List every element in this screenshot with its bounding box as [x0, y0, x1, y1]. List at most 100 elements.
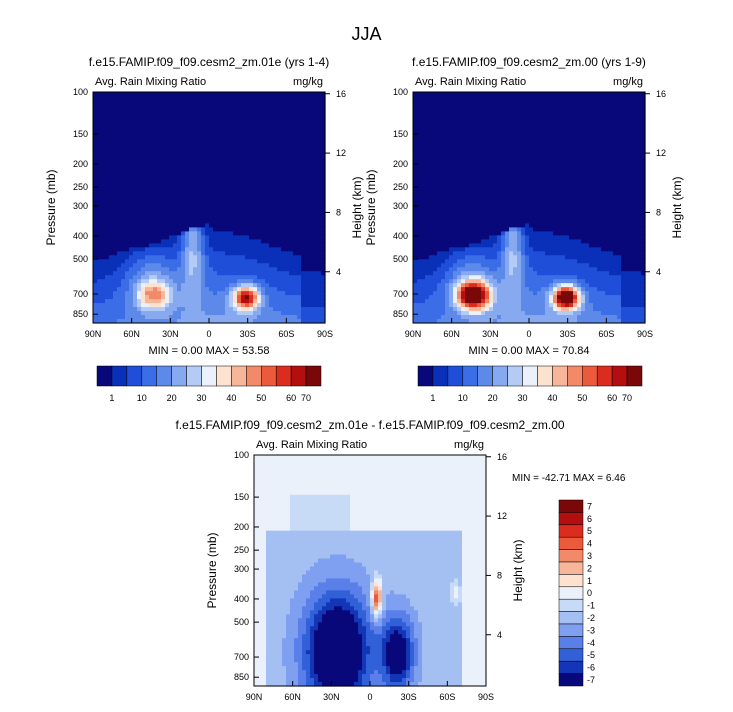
heatmap-cell	[209, 219, 214, 225]
heatmap-cell	[317, 155, 322, 161]
heatmap-cell	[429, 127, 434, 133]
heatmap-cell	[241, 235, 246, 240]
heatmap-cell	[533, 92, 538, 97]
heatmap-cell	[609, 115, 614, 121]
heatmap-cell	[297, 235, 302, 240]
heatmap-cell	[137, 163, 142, 169]
heatmap-cell	[557, 123, 562, 129]
heatmap-cell	[477, 127, 482, 133]
heatmap-cell	[257, 283, 262, 288]
heatmap-cell	[249, 219, 254, 225]
heatmap-cell	[289, 271, 294, 276]
heatmap-cell	[213, 235, 218, 240]
heatmap-cell	[149, 295, 154, 300]
heatmap-cell	[149, 127, 154, 133]
heatmap-cell	[317, 111, 322, 117]
heatmap-cell	[297, 251, 302, 256]
heatmap-cell	[97, 131, 102, 137]
heatmap-cell	[545, 131, 550, 137]
heatmap-cell	[205, 163, 210, 169]
heatmap-cell	[189, 283, 194, 288]
heatmap-cell	[93, 95, 98, 101]
heatmap-cell	[585, 131, 590, 137]
heatmap-cell	[149, 239, 154, 244]
heatmap-cell	[185, 163, 190, 169]
heatmap-cell	[317, 275, 322, 280]
heatmap-cell	[209, 223, 214, 229]
heatmap-cell	[629, 191, 634, 197]
heatmap-cell	[297, 147, 302, 153]
heatmap-cell	[165, 303, 170, 308]
heatmap-cell	[561, 167, 566, 173]
heatmap-cell	[229, 179, 234, 185]
heatmap-cell	[265, 275, 270, 280]
heatmap-cell	[117, 107, 122, 113]
heatmap-cell	[133, 259, 138, 264]
heatmap-cell	[137, 159, 142, 165]
heatmap-cell	[129, 311, 134, 316]
heatmap-cell	[589, 179, 594, 185]
heatmap-cell	[313, 95, 318, 101]
heatmap-cell	[497, 119, 502, 125]
heatmap-cell	[313, 251, 318, 256]
heatmap-cell	[617, 127, 622, 133]
heatmap-cell	[125, 291, 130, 296]
heatmap-cell	[505, 135, 510, 141]
heatmap-cell	[257, 255, 262, 260]
heatmap-cell	[161, 159, 166, 165]
heatmap-cell	[621, 175, 626, 181]
heatmap-cell	[289, 227, 294, 232]
heatmap-cell	[589, 175, 594, 181]
heatmap-cell	[417, 115, 422, 121]
heatmap-cell	[225, 231, 230, 236]
heatmap-cell	[277, 151, 282, 157]
heatmap-cell	[237, 299, 242, 304]
heatmap-cell	[221, 219, 226, 225]
heatmap-cell	[597, 183, 602, 189]
heatmap-cell	[177, 135, 182, 141]
heatmap-cell	[549, 131, 554, 137]
heatmap-cell	[293, 143, 298, 149]
heatmap-cell	[621, 171, 626, 177]
heatmap-cell	[253, 219, 258, 225]
heatmap-cell	[569, 163, 574, 169]
heatmap-cell	[549, 171, 554, 177]
heatmap-cell	[221, 223, 226, 229]
heatmap-cell	[97, 211, 102, 217]
heatmap-cell	[597, 151, 602, 157]
heatmap-cell	[233, 127, 238, 133]
heatmap-cell	[113, 299, 118, 304]
heatmap-cell	[433, 175, 438, 181]
heatmap-cell	[257, 299, 262, 304]
heatmap-cell	[489, 147, 494, 153]
heatmap-cell	[561, 99, 566, 105]
heatmap-cell	[617, 107, 622, 113]
heatmap-cell	[317, 127, 322, 133]
heatmap-cell	[197, 251, 202, 256]
heatmap-cell	[133, 191, 138, 197]
heatmap-cell	[97, 123, 102, 129]
heatmap-cell	[141, 267, 146, 272]
heatmap-cell	[93, 207, 98, 213]
heatmap-cell	[497, 92, 502, 97]
heatmap-cell	[189, 211, 194, 217]
heatmap-cell	[273, 243, 278, 248]
heatmap-cell	[205, 259, 210, 264]
heatmap-cell	[121, 123, 126, 129]
heatmap-cell	[105, 319, 110, 324]
heatmap-cell	[549, 99, 554, 105]
heatmap-cell	[477, 107, 482, 113]
heatmap-cell	[265, 123, 270, 129]
heatmap-cell	[133, 115, 138, 121]
heatmap-cell	[293, 111, 298, 117]
heatmap-cell	[449, 195, 454, 201]
heatmap-cell	[557, 139, 562, 145]
heatmap-cell	[213, 247, 218, 252]
heatmap-cell	[129, 171, 134, 177]
heatmap-cell	[245, 207, 250, 213]
heatmap-cell	[121, 247, 126, 252]
heatmap-cell	[493, 139, 498, 145]
heatmap-cell	[161, 139, 166, 145]
heatmap-cell	[589, 135, 594, 141]
heatmap-cell	[473, 151, 478, 157]
